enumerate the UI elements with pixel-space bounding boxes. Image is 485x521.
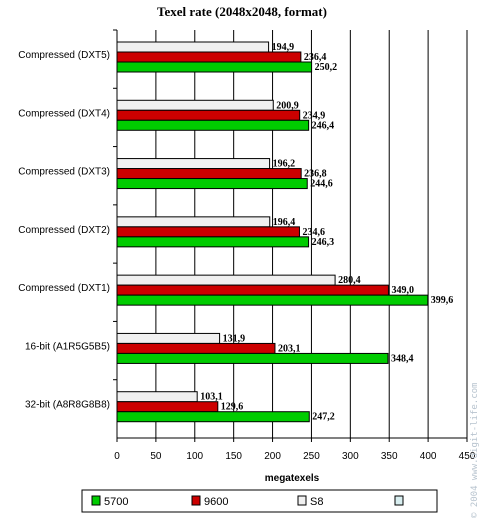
bar-s8	[116, 332, 221, 344]
x-tick-label: 200	[264, 451, 281, 462]
x-tick-label: 100	[186, 451, 203, 462]
bar-5700	[116, 352, 389, 364]
data-label: 247,2	[312, 412, 335, 423]
bar-s8	[116, 158, 271, 170]
bar-9600	[116, 109, 301, 121]
data-label: 234,6	[302, 227, 325, 238]
legend-label: S8	[310, 496, 323, 508]
bar-9600	[116, 168, 302, 180]
bar-s8	[116, 274, 336, 286]
watermark-text: © 2004 www.digit-life.com	[470, 383, 480, 518]
category-label: Compressed (DXT2)	[18, 225, 110, 236]
legend-swatch	[191, 495, 201, 506]
data-label: 234,9	[303, 110, 326, 121]
x-tick-label: 250	[303, 451, 320, 462]
data-label: 129,6	[221, 402, 244, 413]
bar-5700	[116, 294, 429, 306]
data-label: 250,2	[315, 62, 338, 73]
legend-swatch	[394, 495, 404, 506]
x-tick-label: 450	[459, 451, 476, 462]
category-label: Compressed (DXT4)	[18, 108, 110, 119]
x-tick-label: 350	[381, 451, 398, 462]
data-label: 103,1	[200, 392, 223, 403]
x-tick-label: 0	[114, 451, 120, 462]
data-label: 246,4	[312, 120, 335, 131]
bar-9600	[116, 226, 300, 238]
bar-s8	[116, 216, 271, 228]
data-label: 200,9	[276, 100, 299, 111]
data-label: 280,4	[338, 275, 361, 286]
category-label: Compressed (DXT3)	[18, 167, 110, 178]
bar-9600	[116, 284, 389, 296]
data-label: 246,3	[312, 237, 335, 248]
data-label: 194,9	[272, 42, 295, 53]
bar-s8	[116, 41, 270, 53]
bar-s8	[116, 391, 198, 403]
x-tick-label: 400	[420, 451, 437, 462]
category-label: 32-bit (A8R8G8B8)	[25, 400, 110, 411]
legend-swatch	[297, 495, 307, 506]
data-label: 131,9	[223, 333, 246, 344]
data-label: 203,1	[278, 343, 301, 354]
legend-label: 5700	[104, 496, 128, 508]
bar-9600	[116, 342, 276, 354]
bar-9600	[116, 51, 302, 63]
x-tick-label: 150	[225, 451, 242, 462]
watermark: © 2004 www.digit-life.com	[470, 383, 480, 518]
x-tick-labels: 0 50 100 150 200 250 300 350 400 450	[114, 451, 476, 462]
data-label: 196,4	[273, 217, 296, 228]
bar-5700	[116, 411, 310, 423]
x-axis-title: megatexels	[265, 473, 320, 484]
data-label: 236,8	[304, 169, 327, 180]
category-labels: Compressed (DXT5) Compressed (DXT4) Compre…	[18, 50, 110, 411]
category-label: Compressed (DXT5)	[18, 50, 110, 61]
bar-s8	[116, 99, 274, 111]
legend-box	[81, 489, 438, 513]
data-label: 349,0	[391, 285, 414, 296]
legend-label: 9600	[204, 496, 228, 508]
data-label: 244,6	[310, 179, 333, 190]
x-tick-label: 50	[150, 451, 162, 462]
legend: 5700 9600 S8	[81, 489, 438, 513]
bar-9600	[116, 401, 219, 413]
category-label: 16-bit (A1R5G5B5)	[25, 341, 110, 352]
bar-5700	[116, 236, 310, 248]
legend-swatch	[91, 495, 101, 506]
data-label: 399,6	[431, 295, 454, 306]
bar-5700	[116, 119, 310, 131]
category-label: Compressed (DXT1)	[18, 283, 110, 294]
bar-5700	[116, 178, 308, 190]
data-label: 348,4	[391, 353, 414, 364]
data-label: 236,4	[304, 52, 327, 63]
chart-title: Texel rate (2048x2048, format)	[157, 4, 327, 19]
x-tick-label: 300	[342, 451, 359, 462]
bar-5700	[116, 61, 313, 73]
data-label: 196,2	[273, 159, 296, 170]
